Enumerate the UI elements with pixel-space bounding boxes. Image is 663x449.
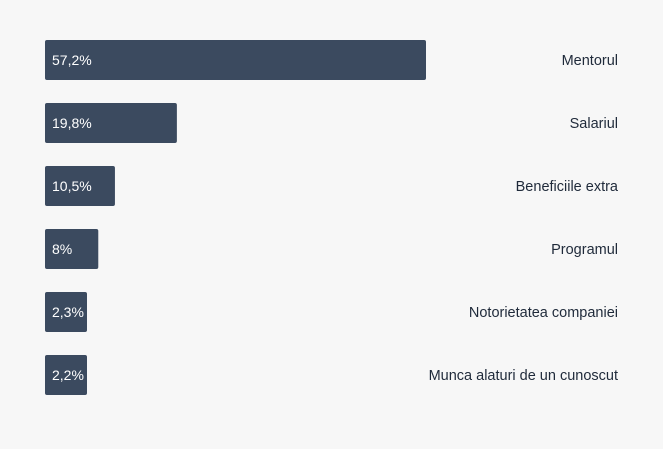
bar — [45, 103, 177, 143]
bar-row: 8% Programul — [45, 229, 618, 269]
category-label: Salariul — [570, 116, 618, 132]
bar-row: 19,8% Salariul — [45, 103, 618, 143]
bar-row: 10,5% Beneficiile extra — [45, 166, 619, 206]
bar — [45, 229, 99, 269]
bar-value-label: 10,5% — [52, 178, 92, 194]
bar-row: 2,3% Notorietatea companiei — [45, 292, 618, 332]
category-label: Beneficiile extra — [516, 179, 619, 195]
bar-value-label: 2,2% — [52, 367, 84, 383]
bar-value-label: 57,2% — [52, 52, 92, 68]
bar-value-label: 2,3% — [52, 304, 84, 320]
category-label: Notorietatea companiei — [469, 305, 618, 321]
bar — [45, 40, 426, 80]
bar-row: 2,2% Munca alaturi de un cunoscut — [45, 355, 618, 395]
bar-row: 57,2% Mentorul — [45, 40, 618, 80]
bar-value-label: 8% — [52, 241, 72, 257]
category-label: Munca alaturi de un cunoscut — [429, 368, 618, 384]
bar — [45, 166, 115, 206]
bar — [45, 355, 87, 395]
bar — [45, 292, 87, 332]
bar-value-label: 19,8% — [52, 115, 92, 131]
category-label: Mentorul — [562, 53, 618, 69]
category-label: Programul — [551, 242, 618, 258]
